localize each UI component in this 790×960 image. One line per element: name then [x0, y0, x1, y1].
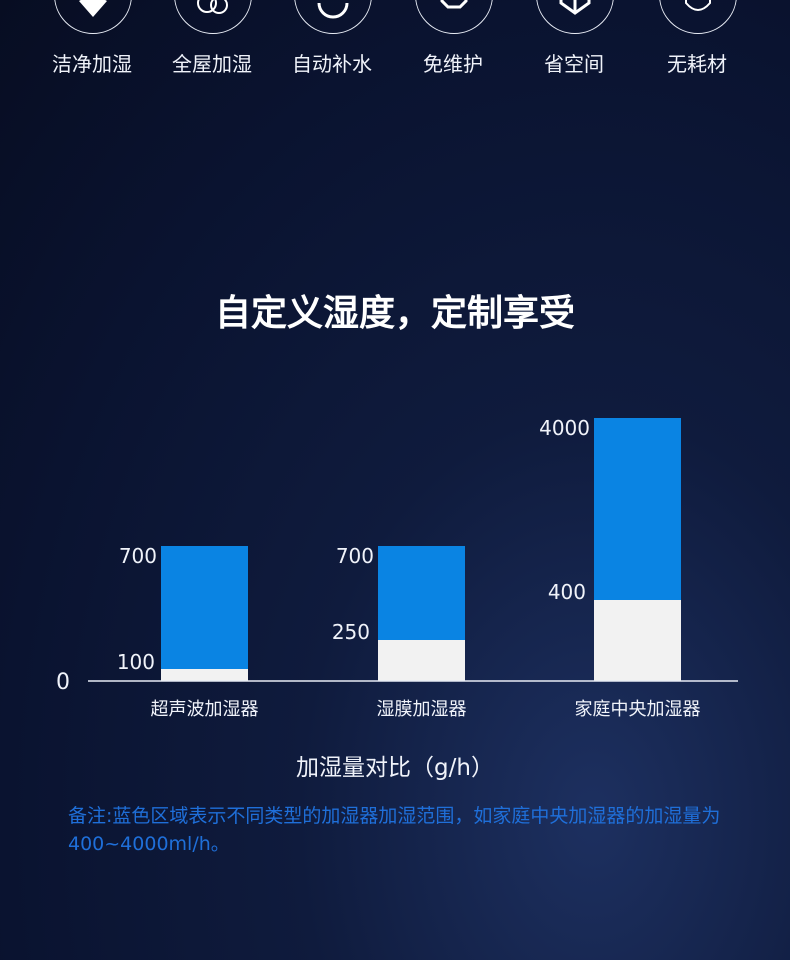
feature-label: 洁净加湿: [52, 52, 132, 76]
bar-base: [594, 600, 681, 681]
footnote: 备注:蓝色区域表示不同类型的加湿器加湿范围，如家庭中央加湿器的加湿量为400~4…: [68, 805, 721, 855]
high-value-label: 700: [336, 544, 374, 568]
category-label: 超声波加湿器: [151, 699, 259, 720]
section-title: 自定义湿度，定制享受: [214, 293, 575, 334]
bar-range: [594, 418, 681, 600]
bar-base: [161, 669, 248, 681]
low-value-label: 400: [548, 580, 586, 604]
bar-base: [378, 640, 465, 681]
category-label: 家庭中央加湿器: [575, 699, 701, 720]
zero-label: 0: [56, 670, 70, 695]
feature-label: 省空间: [544, 52, 604, 76]
high-value-label: 700: [119, 544, 157, 568]
feature-label: 全屋加湿: [172, 52, 252, 76]
feature-label: 免维护: [423, 52, 483, 76]
feature-label: 自动补水: [292, 52, 372, 76]
bar-range: [161, 546, 248, 669]
high-value-label: 4000: [539, 416, 590, 440]
low-value-label: 250: [332, 620, 370, 644]
humidification-chart: 700 100 超声波加湿器 700 250 湿膜加湿器 4000 400 家庭中央加湿器 0: [56, 416, 738, 720]
bar-range: [378, 546, 465, 640]
x-axis-title: 加湿量对比（g/h）: [296, 755, 494, 781]
low-value-label: 100: [117, 650, 155, 674]
feature-label: 无耗材: [667, 52, 727, 76]
category-label: 湿膜加湿器: [377, 699, 467, 720]
